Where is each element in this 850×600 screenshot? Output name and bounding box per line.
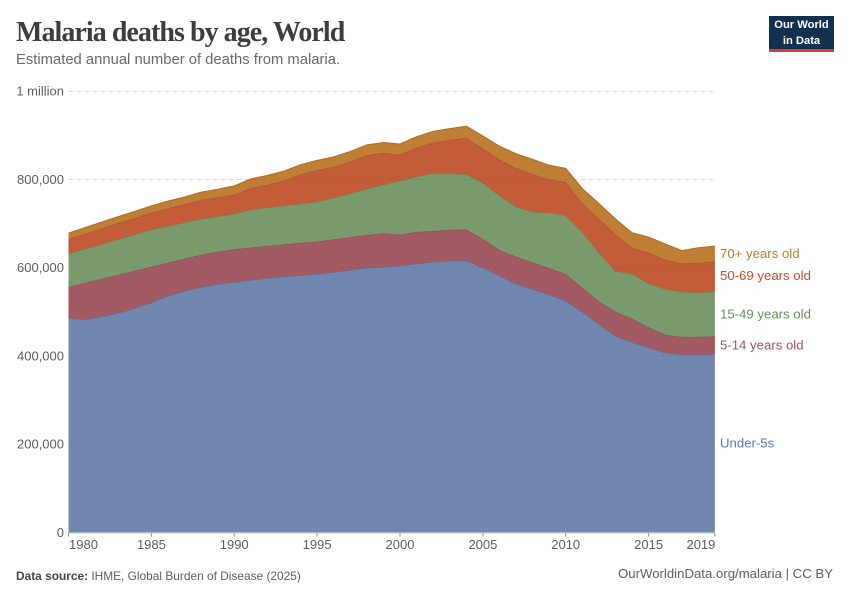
svg-text:0: 0 bbox=[57, 525, 64, 540]
svg-text:50-69 years old: 50-69 years old bbox=[720, 268, 811, 283]
svg-text:70+ years old: 70+ years old bbox=[720, 246, 800, 261]
svg-text:2010: 2010 bbox=[551, 537, 580, 552]
svg-text:200,000: 200,000 bbox=[17, 437, 64, 452]
svg-text:400,000: 400,000 bbox=[17, 348, 64, 363]
svg-text:5-14 years old: 5-14 years old bbox=[720, 338, 804, 353]
svg-text:2005: 2005 bbox=[468, 537, 497, 552]
svg-text:2015: 2015 bbox=[634, 537, 663, 552]
svg-text:1985: 1985 bbox=[137, 537, 166, 552]
svg-text:1995: 1995 bbox=[303, 537, 332, 552]
svg-text:600,000: 600,000 bbox=[17, 260, 64, 275]
svg-text:15-49 years old: 15-49 years old bbox=[720, 307, 811, 322]
svg-text:Under-5s: Under-5s bbox=[720, 436, 775, 451]
svg-text:800,000: 800,000 bbox=[17, 172, 64, 187]
svg-text:2000: 2000 bbox=[386, 537, 415, 552]
svg-text:1990: 1990 bbox=[220, 537, 249, 552]
svg-text:1980: 1980 bbox=[69, 537, 98, 552]
svg-text:2019: 2019 bbox=[686, 537, 715, 552]
svg-text:1 million: 1 million bbox=[16, 84, 64, 99]
